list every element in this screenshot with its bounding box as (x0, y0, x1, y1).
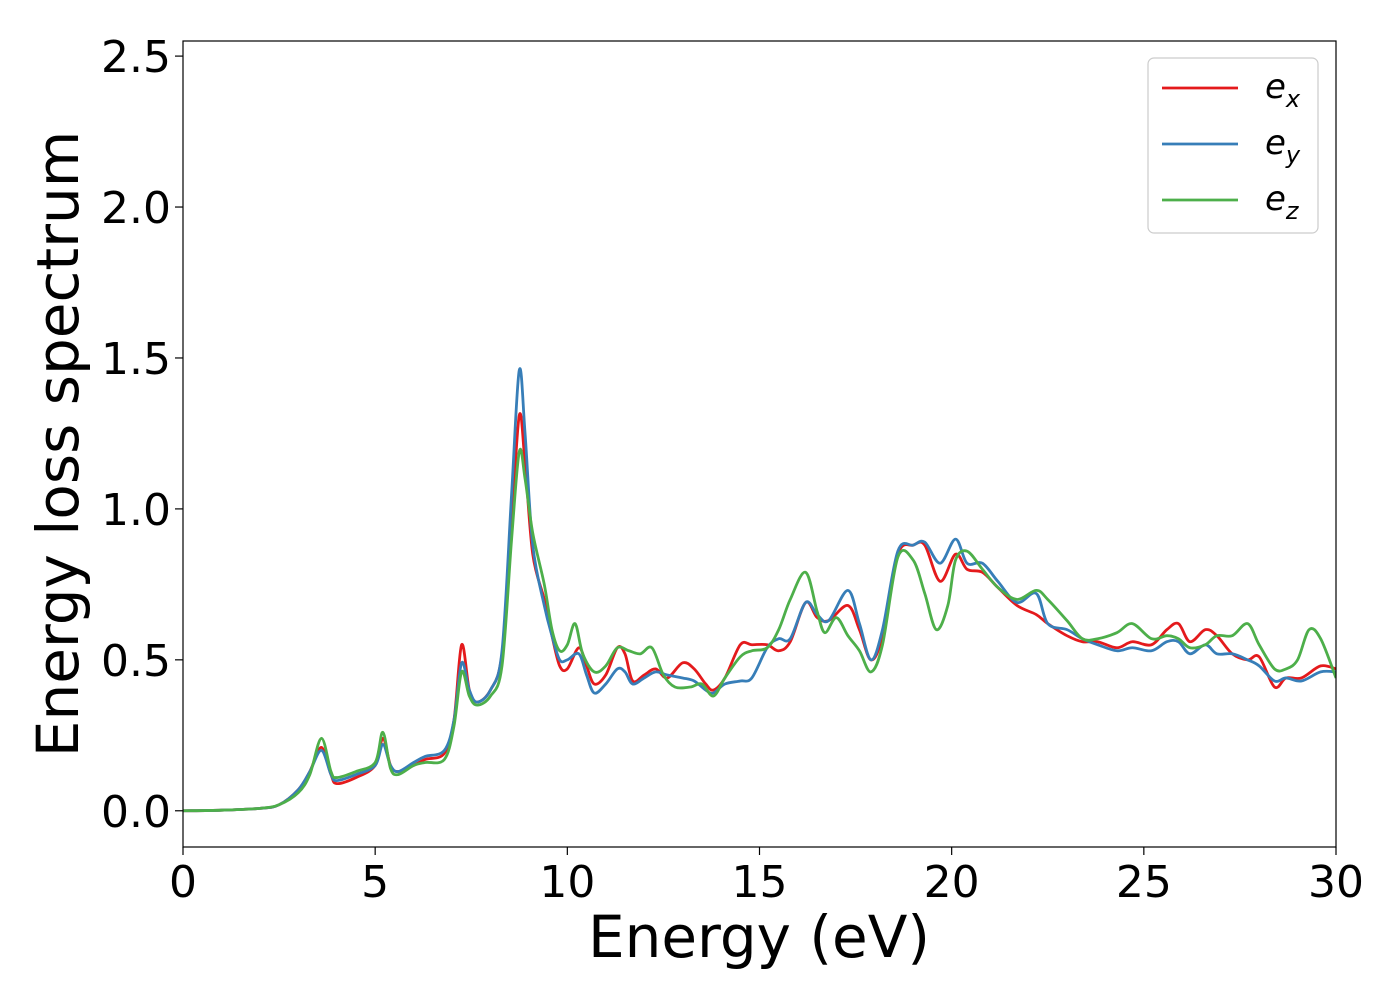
series-line-ez (183, 447, 1336, 813)
series-line-ex (183, 412, 1336, 813)
y-axis: 0.0 0.5 1.0 1.5 2.0 2.5 (101, 32, 183, 838)
y-tick-label: 1.5 (101, 334, 171, 385)
x-tick-label: 15 (732, 857, 788, 908)
legend-subscript: z (1285, 197, 1300, 225)
y-tick-label: 1.0 (101, 485, 171, 536)
x-tick-label: 10 (539, 857, 595, 908)
y-tick-label: 2.0 (101, 183, 171, 234)
y-tick-label: 0.5 (101, 636, 171, 687)
x-axis-title: Energy (eV) (588, 903, 930, 971)
series-line-ey (183, 367, 1336, 813)
legend-box (1147, 57, 1319, 234)
y-axis-title: Energy loss spectrum (24, 131, 92, 757)
y-tick-label: 2.5 (101, 32, 171, 83)
series-layer (183, 367, 1336, 813)
x-tick-label: 20 (924, 857, 980, 908)
legend-label-ez: ez (1265, 179, 1300, 225)
x-tick-label: 25 (1116, 857, 1172, 908)
legend-subscript: y (1285, 141, 1301, 169)
x-axis: 0 5 10 15 20 25 30 (169, 847, 1364, 908)
x-tick-label: 0 (169, 857, 197, 908)
y-tick-label: 0.0 (101, 787, 171, 838)
x-tick-label: 30 (1308, 857, 1364, 908)
x-tick-label: 5 (361, 857, 389, 908)
legend-subscript: x (1285, 85, 1301, 113)
